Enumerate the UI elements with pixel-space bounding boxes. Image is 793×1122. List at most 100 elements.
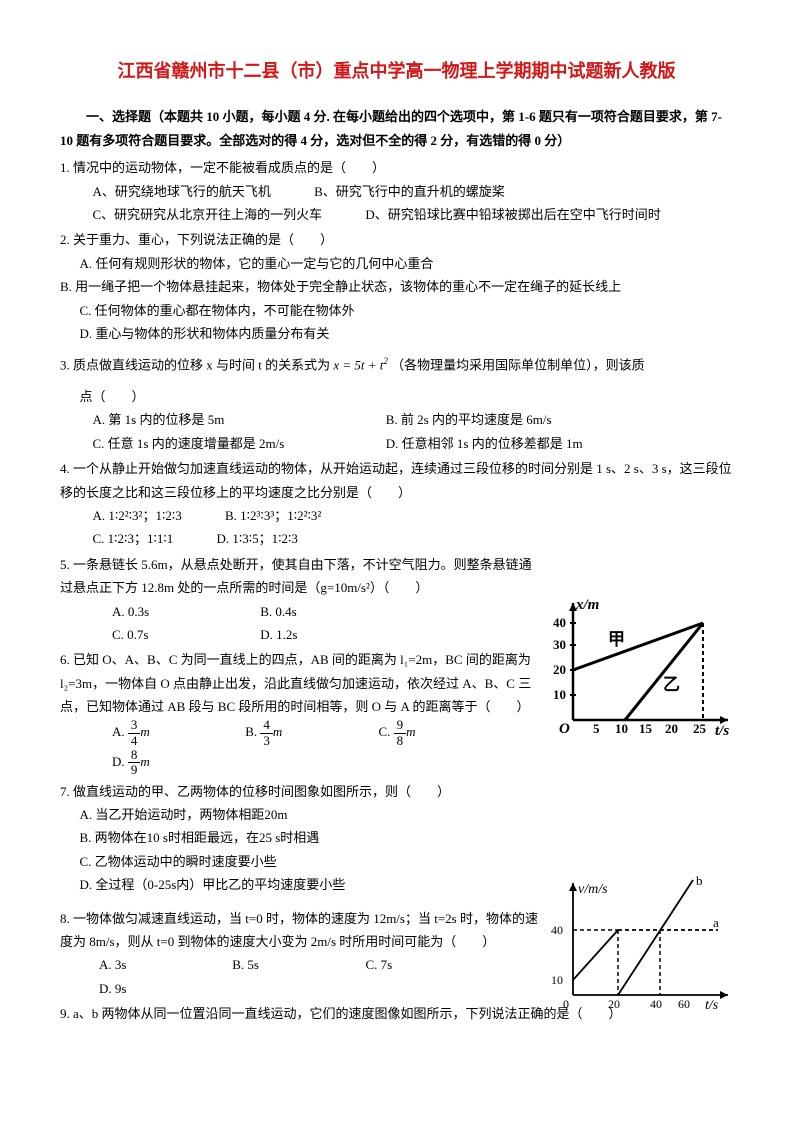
q6D-unit: m xyxy=(140,754,149,769)
q6-optB: B. 43m xyxy=(245,718,335,748)
question-3: 3. 质点做直线运动的位移 x 与时间 t 的关系式为 x = 5t + t2 … xyxy=(60,353,733,455)
q8-optD: D. 9s xyxy=(99,977,126,1000)
f1-xt-15: 15 xyxy=(639,721,653,736)
q3-optC: C. 任意 1s 内的速度增量都是 2m/s xyxy=(93,432,343,455)
q3-optB: B. 前 2s 内的平均速度是 6m/s xyxy=(386,408,552,431)
q3-stem3: 点（ ） xyxy=(60,385,733,408)
f1-xt-20: 20 xyxy=(665,721,678,736)
question-5: 5. 一条悬链长 5.6m，从悬点处断开，使其自由下落，不计空气阻力。则整条悬链… xyxy=(60,553,540,647)
f1-yi: 乙 xyxy=(663,675,680,694)
q4-optDLabel: D. xyxy=(216,531,229,546)
q6C-num: 9 xyxy=(394,718,407,733)
q6A-den: 4 xyxy=(128,734,141,748)
f2-a: a xyxy=(713,915,719,930)
q5-optC: C. 0.7s xyxy=(112,623,217,646)
q3-optD: D. 任意相邻 1s 内的位移差都是 1m xyxy=(386,432,583,455)
section-header: 一、选择题（本题共 10 小题，每小题 4 分. 在每小题给出的四个选项中，第 … xyxy=(60,105,733,152)
q6A-num: 3 xyxy=(128,718,141,733)
q6C-unit: m xyxy=(406,724,415,739)
svg-text:O: O xyxy=(559,721,570,737)
q6-optALabel: A. xyxy=(112,724,125,739)
q6B-num: 4 xyxy=(260,718,273,733)
q6D-num: 8 xyxy=(128,748,141,763)
q4-stem: 4. 一个从静止开始做匀加速直线运动的物体，从开始运动起，连续通过三段位移的时间… xyxy=(60,457,733,504)
f1-jia: 甲 xyxy=(608,630,625,649)
q6B-den: 3 xyxy=(260,734,273,748)
q8-optC: C. 7s xyxy=(366,953,456,976)
q6-optDLabel: D. xyxy=(112,754,125,769)
question-2: 2. 关于重力、重心，下列说法正确的是（ ） A. 任何有规则形状的物体，它的重… xyxy=(60,228,733,345)
q7-optB: B. 两物体在10 s时相距最远，在25 s时相遇 xyxy=(60,826,540,849)
f1-xt-10: 10 xyxy=(615,721,628,736)
q6-optD: D. 89m xyxy=(112,748,150,778)
q6C-den: 8 xyxy=(394,734,407,748)
f2-xlabel: t/s xyxy=(705,998,719,1013)
q2-optB: B. 用一绳子把一个物体悬挂起来，物体处于完全静止状态，该物体的重心不一定在绳子… xyxy=(60,275,733,298)
f1-xt-25: 25 xyxy=(693,721,707,736)
q4-optD: 1∶3∶5；1∶2∶3 xyxy=(232,527,298,550)
q3-exp: 2 xyxy=(383,356,388,366)
q5-optB: B. 0.4s xyxy=(260,600,365,623)
q5-optD: D. 1.2s xyxy=(260,623,297,646)
q7-optD: D. 全过程（0-25s内）甲比乙的平均速度要小些 xyxy=(60,873,540,896)
q4-optC: 1∶2∶3；1∶1∶1 xyxy=(108,527,174,550)
question-4: 4. 一个从静止开始做匀加速直线运动的物体，从开始运动起，连续通过三段位移的时间… xyxy=(60,457,733,551)
figure-2-vt-graph: 40 10 20 40 60 v/m/s t/s a b 0 xyxy=(548,875,738,1015)
q6-optA: A. 34m xyxy=(112,718,202,748)
q3-formula: x = 5t + t xyxy=(333,358,383,373)
q1-optB: B、研究飞行中的直升机的螺旋桨 xyxy=(314,180,505,203)
q6-optCLabel: C. xyxy=(379,724,391,739)
question-7: 7. 做直线运动的甲、乙两物体的位移时间图象如图所示，则（ ） A. 当乙开始运… xyxy=(60,780,540,897)
q7-optA: A. 当乙开始运动时，两物体相距20m xyxy=(60,803,540,826)
q8-stem: 8. 一物体做匀减速直线运动，当 t=0 时，物体的速度为 12m/s；当 t=… xyxy=(60,907,540,954)
q6B-unit: m xyxy=(273,724,282,739)
q7-optC: C. 乙物体运动中的瞬时速度要小些 xyxy=(60,850,540,873)
q4-optBLabel: B. xyxy=(225,508,237,523)
q7-stem: 7. 做直线运动的甲、乙两物体的位移时间图象如图所示，则（ ） xyxy=(60,780,540,803)
q1-optD: D、研究铅球比赛中铅球被掷出后在空中飞行时间时 xyxy=(365,203,660,226)
q1-optA: A、研究绕地球飞行的航天飞机 xyxy=(93,180,271,203)
q6-optC: C. 98m xyxy=(379,718,469,748)
question-8: 8. 一物体做匀减速直线运动，当 t=0 时，物体的速度为 12m/s；当 t=… xyxy=(60,907,540,1001)
question-6: 6. 已知 O、A、B、C 为同一直线上的四点，AB 间的距离为 l₁=2m，B… xyxy=(60,648,540,777)
q6A-unit: m xyxy=(140,724,149,739)
q3-optA: A. 第 1s 内的位移是 5m xyxy=(93,408,343,431)
q4-optCLabel: C. xyxy=(93,531,105,546)
q2-optC: C. 任何物体的重心都在物体内，不可能在物体外 xyxy=(60,299,733,322)
q2-optA: A. 任何有规则形状的物体，它的重心一定与它的几何中心重合 xyxy=(60,252,733,275)
q2-stem: 2. 关于重力、重心，下列说法正确的是（ ） xyxy=(60,228,733,251)
q6-stem: 6. 已知 O、A、B、C 为同一直线上的四点，AB 间的距离为 l₁=2m，B… xyxy=(60,648,540,718)
f2-ylabel: v/m/s xyxy=(578,882,608,897)
q4-optA: 1∶2²∶3²；1∶2∶3 xyxy=(108,504,181,527)
q8-optA: A. 3s xyxy=(99,953,189,976)
q5-optA: A. 0.3s xyxy=(112,600,217,623)
q6-optBLabel: B. xyxy=(245,724,257,739)
f2-y40: 40 xyxy=(551,923,563,937)
page-title: 江西省赣州市十二县（市）重点中学高一物理上学期期中试题新人教版 xyxy=(60,55,733,87)
f2-y10: 10 xyxy=(551,973,563,987)
f1-xlabel: t/s xyxy=(715,723,729,739)
f1-yt-10: 10 xyxy=(553,687,566,702)
f2-x60: 60 xyxy=(678,997,690,1011)
f1-xt-5: 5 xyxy=(593,721,600,736)
q1-stem: 1. 情况中的运动物体，一定不能被看成质点的是（ ） xyxy=(60,156,733,179)
q2-optD: D. 重心与物体的形状和物体内质量分布有关 xyxy=(60,322,733,345)
svg-text:0: 0 xyxy=(563,997,569,1011)
q3-stem1: 3. 质点做直线运动的位移 x 与时间 t 的关系式为 xyxy=(60,358,330,373)
figure-1-xt-graph: 5 10 15 20 25 10 20 30 40 x/m t/s 甲 乙 O xyxy=(553,595,738,740)
f1-yt-30: 30 xyxy=(553,637,566,652)
q4-optB: 1∶2³∶3³；1∶2²∶3² xyxy=(240,504,321,527)
q1-optC: C、研究研究从北京开往上海的一列火车 xyxy=(93,203,323,226)
q8-optB: B. 5s xyxy=(232,953,322,976)
question-1: 1. 情况中的运动物体，一定不能被看成质点的是（ ） A、研究绕地球飞行的航天飞… xyxy=(60,156,733,226)
f2-x20: 20 xyxy=(608,997,620,1011)
q3-stem: 3. 质点做直线运动的位移 x 与时间 t 的关系式为 x = 5t + t2 … xyxy=(60,353,733,377)
q4-optALabel: A. xyxy=(93,508,106,523)
f2-x40: 40 xyxy=(650,997,662,1011)
f2-b: b xyxy=(696,875,703,888)
f1-ylabel: x/m xyxy=(575,597,599,613)
q3-stem2: （各物理量均采用国际单位制单位），则该质 xyxy=(391,358,645,373)
f1-yt-40: 40 xyxy=(553,615,566,630)
q6D-den: 9 xyxy=(128,763,141,777)
q5-stem: 5. 一条悬链长 5.6m，从悬点处断开，使其自由下落，不计空气阻力。则整条悬链… xyxy=(60,553,540,600)
